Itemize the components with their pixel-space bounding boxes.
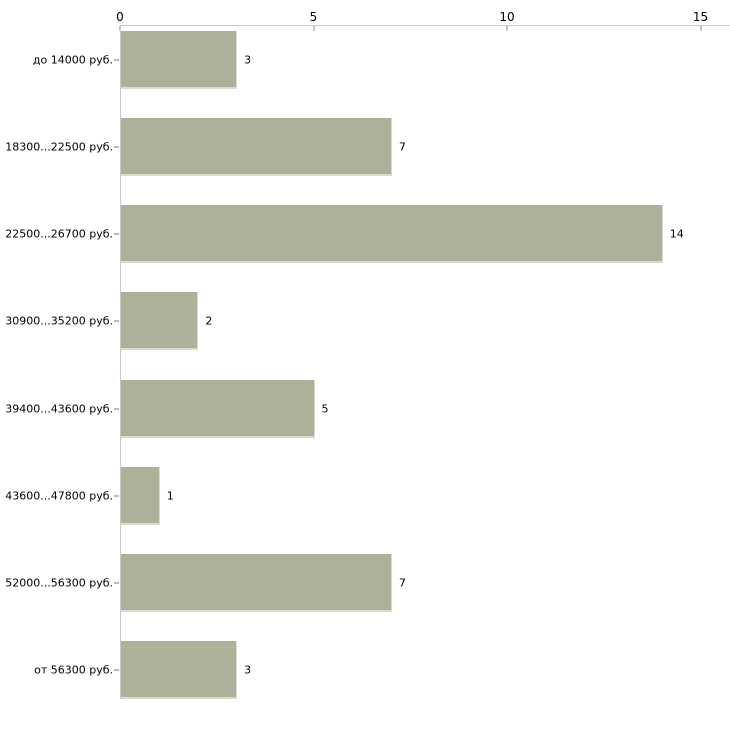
- category-label: от 56300 руб.: [34, 663, 113, 677]
- x-axis-line: [120, 25, 730, 26]
- x-axis-tick: [312, 26, 315, 31]
- x-axis-tick: [506, 26, 508, 31]
- category-label: 43600...47800 руб.: [5, 489, 113, 503]
- x-axis-tick: [699, 26, 702, 31]
- bar: [121, 466, 160, 525]
- value-label: 3: [244, 53, 252, 67]
- category-tick: [114, 582, 119, 585]
- value-label: 1: [166, 489, 174, 503]
- category-tick: [114, 58, 119, 61]
- x-axis-tick-label: 5: [309, 10, 318, 24]
- value-label: 7: [398, 140, 406, 154]
- category-label: 30900...35200 руб.: [5, 314, 113, 328]
- category-label: 22500...26700 руб.: [5, 227, 113, 241]
- bar: [121, 205, 663, 264]
- category-tick: [114, 669, 119, 672]
- value-label: 3: [244, 663, 252, 677]
- value-label: 2: [205, 314, 213, 328]
- x-axis-tick-label: 0: [116, 10, 124, 24]
- category-label: до 14000 руб.: [32, 53, 113, 67]
- category-label: 39400...43600 руб.: [5, 402, 113, 416]
- bar: [121, 641, 238, 700]
- y-axis-line: [120, 25, 121, 700]
- value-label: 14: [669, 227, 684, 241]
- bar: [121, 554, 392, 613]
- category-label: 18300...22500 руб.: [5, 140, 113, 154]
- category-tick: [114, 233, 119, 236]
- category-label: 52000...56300 руб.: [5, 576, 113, 590]
- bar: [121, 117, 392, 176]
- category-tick: [114, 145, 119, 148]
- bar: [121, 30, 238, 89]
- category-tick: [114, 407, 119, 410]
- bar: [121, 292, 199, 351]
- x-axis-tick-label: 15: [692, 10, 709, 24]
- bar: [121, 379, 315, 438]
- category-tick: [114, 320, 119, 323]
- category-tick: [114, 494, 119, 497]
- value-label: 7: [398, 576, 406, 590]
- x-axis-tick-label: 10: [499, 10, 515, 24]
- value-label: 5: [321, 402, 329, 416]
